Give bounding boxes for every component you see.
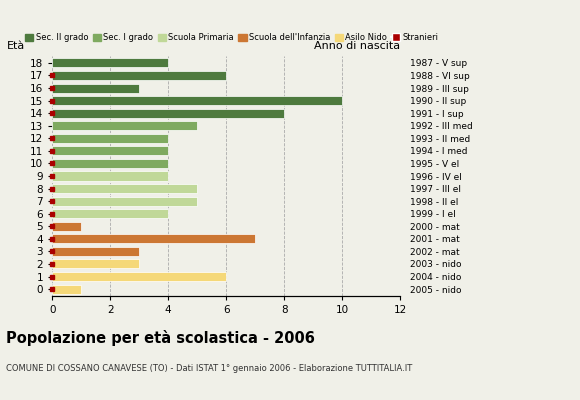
Bar — [52, 159, 168, 168]
Bar — [52, 234, 255, 243]
Bar — [52, 272, 226, 281]
Bar — [52, 96, 342, 105]
Bar — [52, 247, 139, 256]
Bar — [52, 209, 168, 218]
Text: Popolazione per età scolastica - 2006: Popolazione per età scolastica - 2006 — [6, 330, 315, 346]
Text: Età: Età — [7, 41, 25, 51]
Bar — [52, 71, 226, 80]
Text: Anno di nascita: Anno di nascita — [314, 41, 400, 51]
Text: COMUNE DI COSSANO CANAVESE (TO) - Dati ISTAT 1° gennaio 2006 - Elaborazione TUTT: COMUNE DI COSSANO CANAVESE (TO) - Dati I… — [6, 364, 412, 373]
Bar — [52, 84, 139, 92]
Bar — [52, 121, 197, 130]
Bar — [52, 134, 168, 143]
Bar — [52, 58, 168, 68]
Bar — [52, 260, 139, 268]
Legend: Sec. II grado, Sec. I grado, Scuola Primaria, Scuola dell'Infanzia, Asilo Nido, : Sec. II grado, Sec. I grado, Scuola Prim… — [25, 33, 438, 42]
Bar — [52, 109, 284, 118]
Bar — [52, 197, 197, 206]
Bar — [52, 222, 81, 231]
Bar — [52, 184, 197, 193]
Bar — [52, 284, 81, 294]
Bar — [52, 172, 168, 180]
Bar — [52, 146, 168, 155]
